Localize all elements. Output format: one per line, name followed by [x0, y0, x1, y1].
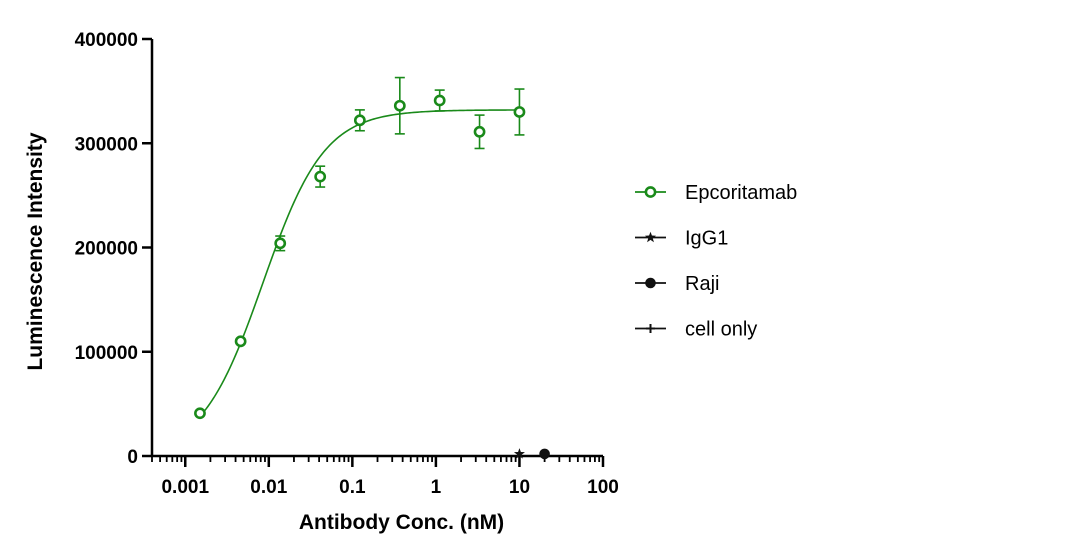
fit-curve-layer [199, 109, 520, 417]
epcoritamab-point [234, 335, 247, 348]
epcoritamab-point [513, 106, 526, 118]
epcoritamab-point [194, 407, 206, 420]
y-tick-label: 300000 [75, 134, 138, 155]
epcoritamab-point [274, 237, 287, 250]
igg1-point [513, 448, 525, 459]
x-tick-label: 10 [509, 477, 530, 498]
epcoritamab-point [473, 125, 486, 138]
legend-item-igg1: IgG1 [635, 228, 728, 250]
y-tick-label: 100000 [75, 343, 138, 364]
y-tick-label: 200000 [75, 239, 138, 260]
legend-item-raji: Raji [635, 273, 719, 295]
y-tick-label: 400000 [75, 30, 138, 51]
legend-marker [646, 324, 655, 333]
legend-item-cell-only: cell only [635, 319, 757, 341]
x-tick-label: 100 [587, 477, 619, 498]
x-tick-label: 0.1 [339, 477, 366, 498]
x-tick-label: 0.01 [250, 477, 287, 498]
epcoritamab-point [433, 94, 446, 107]
x-tick-label: 0.001 [161, 477, 209, 498]
legend-marker [645, 277, 656, 289]
y-tick-label: 0 [127, 447, 138, 468]
legend: Epcoritamab IgG1 Raji cell only [635, 182, 797, 341]
epcoritamab-fit-curve [199, 109, 520, 417]
epcoritamab-point [314, 170, 327, 183]
legend-marker [644, 186, 657, 198]
legend-item-epcoritamab: Epcoritamab [635, 182, 797, 204]
legend-label: IgG1 [685, 228, 728, 250]
legend-label: Epcoritamab [685, 182, 797, 204]
epcoritamab-point [353, 114, 366, 127]
x-tick-label: 1 [431, 477, 442, 498]
axes: 0 100000 200000 300000 400000 0.001 0.01 0.1 1 10… [75, 30, 619, 498]
data-points-layer [194, 76, 550, 460]
epcoritamab-point [393, 99, 406, 112]
y-axis-title: Luminescence Intensity [24, 132, 47, 370]
legend-marker [644, 231, 657, 243]
raji-point [539, 448, 550, 460]
legend-label: cell only [685, 319, 757, 341]
legend-label: Raji [685, 273, 719, 295]
x-axis-title: Antibody Conc. (nM) [299, 511, 504, 534]
